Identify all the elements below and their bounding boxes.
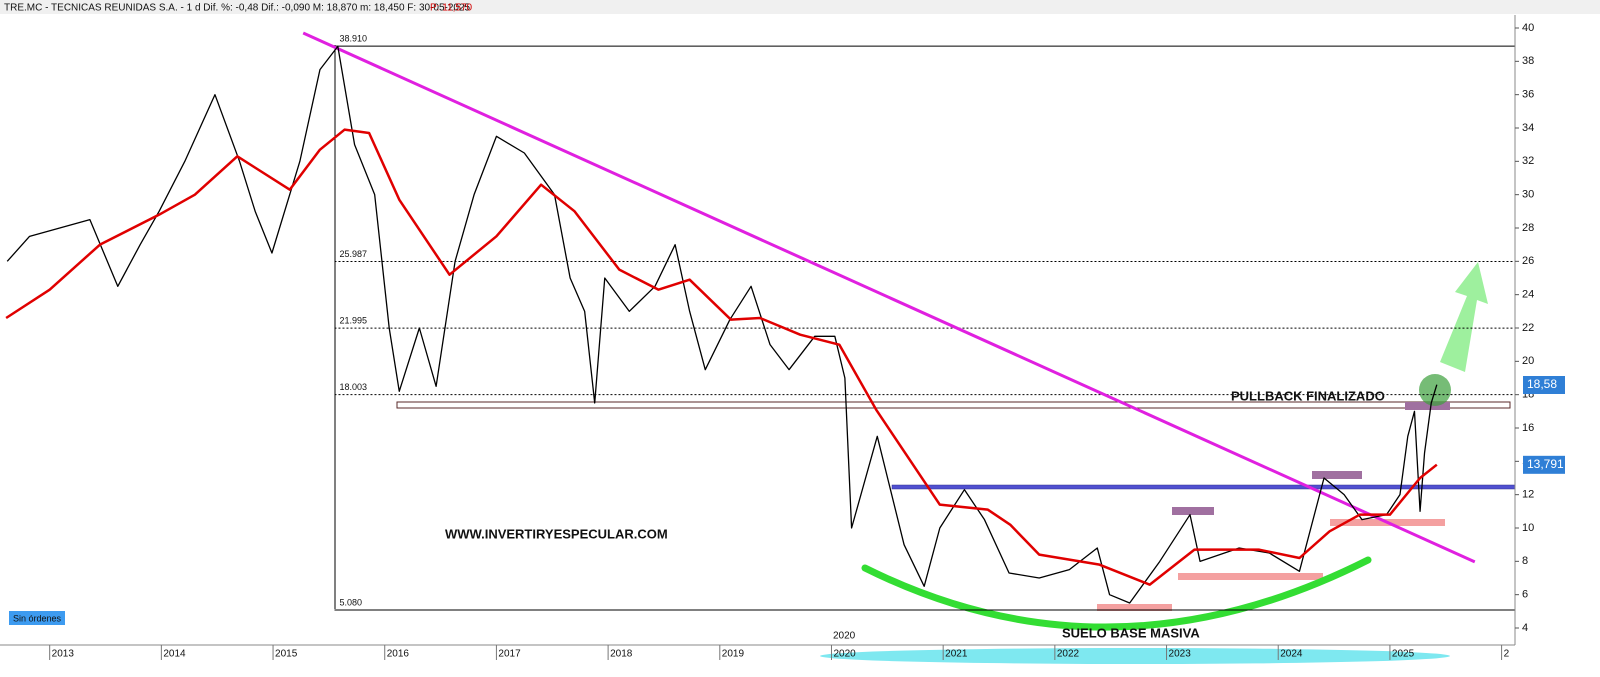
purple-zone <box>1405 402 1450 410</box>
y-tick-label: 8 <box>1522 555 1528 567</box>
series-line <box>6 45 1438 604</box>
last-value-box <box>1523 376 1565 394</box>
header-bar <box>0 0 1600 14</box>
level-label: 21.995 <box>339 315 367 325</box>
x-tick-label: 2024 <box>1280 649 1303 660</box>
y-tick-label: 22 <box>1522 322 1534 334</box>
purple-zone <box>1312 471 1362 479</box>
x-tick-label: 2021 <box>945 649 968 660</box>
y-tick-label: 28 <box>1522 222 1534 234</box>
y-tick-label: 20 <box>1522 355 1534 367</box>
x-tick-label: 2022 <box>1057 649 1080 660</box>
x-tick-label: 2019 <box>722 649 745 660</box>
x-tick-label: 2 <box>1504 649 1510 660</box>
x-tick-label: 2015 <box>275 649 298 660</box>
x-tick-label: 2014 <box>163 649 186 660</box>
x-tick-label: 2017 <box>498 649 521 660</box>
last-value-box <box>1523 455 1565 474</box>
header-text: TRE.MC - TECNICAS REUNIDAS S.A. - 1 d Di… <box>4 3 471 14</box>
support-zone <box>396 401 1511 409</box>
pink-zone <box>1097 604 1172 611</box>
x-tick-label: 2023 <box>1169 649 1192 660</box>
series-line <box>5 128 1438 586</box>
up-arrow <box>1440 262 1488 372</box>
x-tick-label: 2018 <box>610 649 633 660</box>
last-value-label: 18,58 <box>1527 377 1557 391</box>
trendline <box>302 31 1476 564</box>
y-tick-label: 12 <box>1522 489 1534 501</box>
y-tick-label: 40 <box>1522 22 1534 34</box>
x-tick-label: 2025 <box>1392 649 1415 660</box>
annotation: WWW.INVERTIRYESPECULAR.COM <box>445 526 668 541</box>
annotation: 2020 <box>833 631 856 642</box>
last-value-label: 13,791 <box>1527 457 1564 471</box>
status-text: Sin órdenes <box>13 613 62 623</box>
x-tick-label: 2020 <box>833 649 856 660</box>
status-box <box>9 611 65 625</box>
x-highlight <box>820 648 1450 664</box>
level-label: 38.910 <box>339 34 367 44</box>
base-arc <box>861 556 1372 631</box>
y-tick-label: 34 <box>1522 122 1534 134</box>
x-tick-label: 2013 <box>52 649 75 660</box>
y-tick-label: 4 <box>1522 622 1528 634</box>
y-tick-label: 32 <box>1522 155 1534 167</box>
pink-zone <box>1178 573 1323 580</box>
annotation: SUELO BASE MASIVA <box>1062 625 1200 640</box>
y-tick-label: 38 <box>1522 55 1534 67</box>
y-tick-label: 16 <box>1522 422 1534 434</box>
level-label: 5.080 <box>339 597 362 607</box>
level-label: 25.987 <box>339 249 367 259</box>
header-price: P: 11,570 <box>430 3 473 14</box>
purple-zone <box>1172 507 1214 515</box>
y-tick-label: 30 <box>1522 189 1534 201</box>
annotation: PULLBACK FINALIZADO <box>1231 388 1385 403</box>
y-axis-panel <box>1515 15 1600 677</box>
y-tick-label: 36 <box>1522 89 1534 101</box>
y-tick-label: 26 <box>1522 255 1534 267</box>
y-tick-label: 24 <box>1522 289 1534 301</box>
y-tick-label: 6 <box>1522 589 1528 601</box>
x-tick-label: 2016 <box>387 649 410 660</box>
y-tick-label: 10 <box>1522 522 1534 534</box>
level-label: 18.003 <box>339 382 367 392</box>
